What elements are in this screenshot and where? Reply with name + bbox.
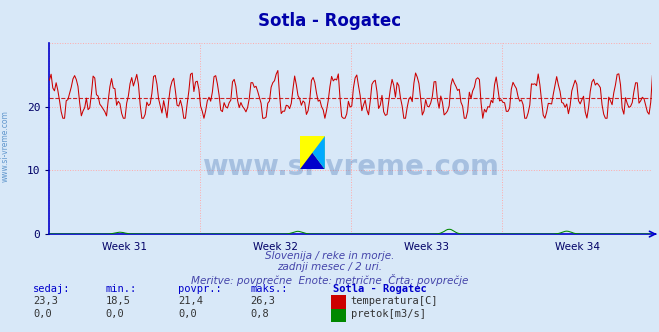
- Text: 0,0: 0,0: [33, 309, 51, 319]
- Text: Meritve: povprečne  Enote: metrične  Črta: povprečje: Meritve: povprečne Enote: metrične Črta:…: [191, 274, 468, 286]
- Polygon shape: [312, 136, 325, 169]
- Text: temperatura[C]: temperatura[C]: [351, 296, 438, 306]
- Text: 21,4: 21,4: [178, 296, 203, 306]
- Text: maks.:: maks.:: [250, 284, 288, 294]
- Text: 23,3: 23,3: [33, 296, 58, 306]
- Text: 18,5: 18,5: [105, 296, 130, 306]
- Text: 26,3: 26,3: [250, 296, 275, 306]
- Text: Week 34: Week 34: [554, 242, 600, 252]
- Text: min.:: min.:: [105, 284, 136, 294]
- Text: Week 31: Week 31: [102, 242, 148, 252]
- Text: povpr.:: povpr.:: [178, 284, 221, 294]
- Polygon shape: [300, 136, 325, 169]
- Text: Sotla - Rogatec: Sotla - Rogatec: [258, 12, 401, 30]
- Text: Sotla - Rogatec: Sotla - Rogatec: [333, 284, 426, 294]
- Text: Week 32: Week 32: [253, 242, 298, 252]
- Text: 0,8: 0,8: [250, 309, 269, 319]
- Text: pretok[m3/s]: pretok[m3/s]: [351, 309, 426, 319]
- Text: Week 33: Week 33: [404, 242, 449, 252]
- Text: www.si-vreme.com: www.si-vreme.com: [1, 110, 10, 182]
- Polygon shape: [300, 153, 325, 169]
- Text: www.si-vreme.com: www.si-vreme.com: [202, 153, 500, 181]
- Text: 0,0: 0,0: [105, 309, 124, 319]
- Text: zadnji mesec / 2 uri.: zadnji mesec / 2 uri.: [277, 262, 382, 272]
- Text: Slovenija / reke in morje.: Slovenija / reke in morje.: [265, 251, 394, 261]
- Text: sedaj:: sedaj:: [33, 284, 71, 294]
- Text: 0,0: 0,0: [178, 309, 196, 319]
